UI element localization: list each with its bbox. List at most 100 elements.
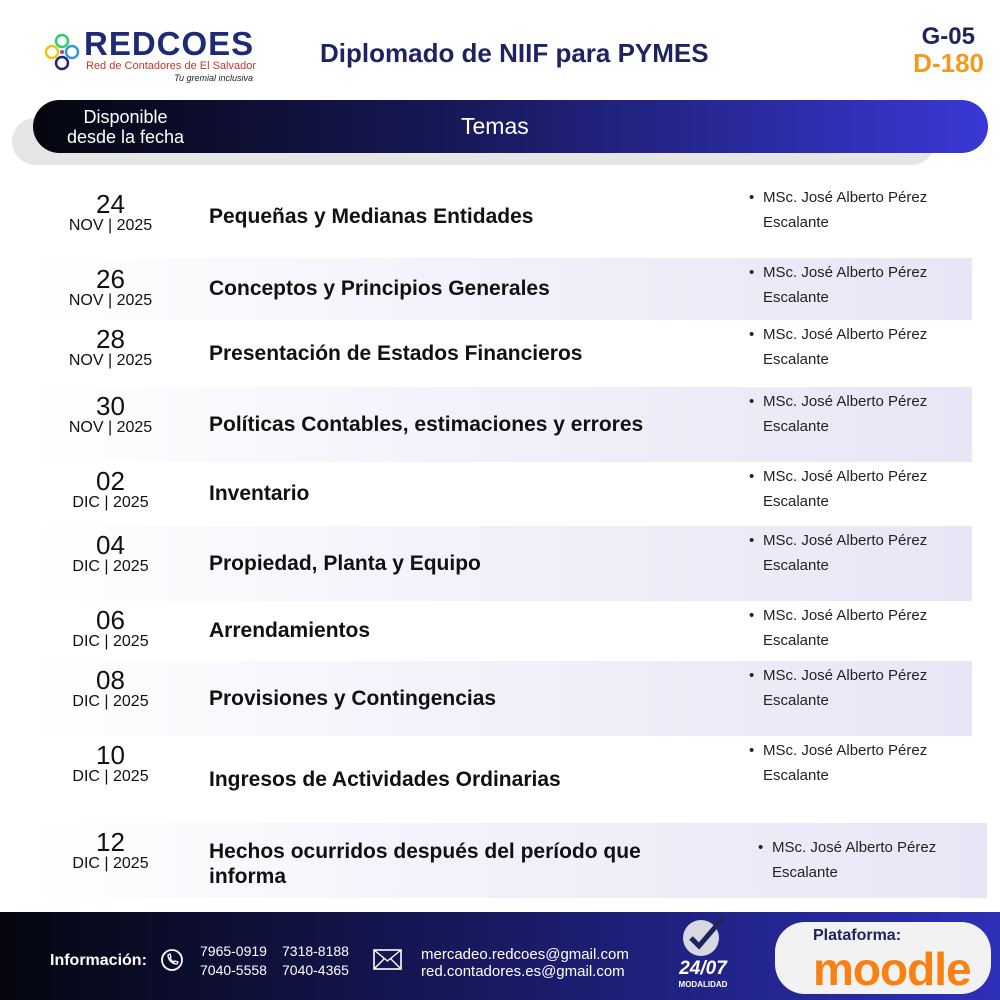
row-date: 26 NOV | 2025 [58,266,163,310]
row-topic: Propiedad, Planta y Equipo [209,551,481,575]
table-row: 10 DIC | 2025 Ingresos de Actividades Ord… [28,736,972,823]
column-header-date: Disponible desde la fecha [66,107,185,147]
modality-label: MODALIDAD [678,980,728,989]
row-day: 30 [96,391,125,421]
instructor-name: MSc. José Alberto Pérez Escalante [763,532,928,574]
row-instructor: • MSc. José Alberto Pérez Escalante [749,663,963,713]
table-row: 26 NOV | 2025 Conceptos y Principios Gene… [28,258,972,320]
instructor-name: MSc. José Alberto Pérez Escalante [772,839,937,881]
table-row: 28 NOV | 2025 Presentación de Estados Fin… [28,320,972,387]
table-row: 04 DIC | 2025 Propiedad, Planta y Equipo … [28,526,972,601]
row-topic: Políticas Contables, estimaciones y erro… [209,412,644,436]
row-day: 02 [96,466,125,496]
bullet-icon: • [749,326,755,343]
instructor-name: MSc. José Alberto Pérez Escalante [763,607,928,649]
row-day: 24 [96,189,125,219]
row-topic: Arrendamientos [209,619,371,642]
row-date: 06 DIC | 2025 [58,607,163,651]
row-month-year: DIC | 2025 [72,494,149,511]
table-row: 12 DIC | 2025 Hechos ocurridos después de… [28,823,987,898]
row-instructor: • MSc. José Alberto Pérez Escalante [749,389,963,439]
row-topic: Pequeñas y Medianas Entidades [209,205,534,228]
table-row: 02 DIC | 2025 Inventario • MSc. José Alber… [28,462,972,526]
logo-subtitle: Red de Contadores de El Salvador [86,60,256,72]
footer: Información: 7965-0919 7318-8188 7040-55… [0,912,1000,1000]
row-month-year: DIC | 2025 [72,855,149,872]
instructor-name: MSc. José Alberto Pérez Escalante [763,264,928,306]
instructor-name: MSc. José Alberto Pérez Escalante [763,326,928,368]
modality-value: 24/07 [679,958,727,979]
row-topic: Provisiones y Contingencias [209,686,497,710]
instructor-name: MSc. José Alberto Pérez Escalante [763,742,928,784]
row-month-year: DIC | 2025 [72,693,149,710]
whatsapp-icon [161,949,183,971]
speedometer-check-icon [683,916,725,956]
redcoes-logo: REDCOES Red de Contadores de El Salvador… [42,25,257,86]
envelope-icon [373,949,402,970]
row-month-year: NOV | 2025 [68,419,153,436]
bullet-icon: • [749,468,755,485]
instructor-name: MSc. José Alberto Pérez Escalante [763,189,928,231]
row-month-year: DIC | 2025 [72,768,149,785]
bullet-icon: • [749,264,755,281]
phone-number: 7965-0919 [200,943,267,959]
column-header-topics: Temas [461,113,529,139]
row-instructor: • MSc. José Alberto Pérez Escalante [749,464,963,514]
row-day: 26 [96,264,125,294]
row-date: 08 DIC | 2025 [58,667,163,711]
platform-label: Plataforma: [813,927,902,944]
row-topic: Inventario [209,482,310,505]
moodle-logo: moodle [813,943,972,995]
row-day: 10 [96,740,125,770]
row-instructor: • MSc. José Alberto Pérez Escalante [749,322,963,372]
instructor-name: MSc. José Alberto Pérez Escalante [763,393,928,435]
phone-number: 7040-4365 [282,962,349,978]
logo-tagline: Tu gremial inclusiva [174,73,253,83]
row-topic: Presentación de Estados Financieros [209,341,583,365]
row-day: 04 [96,530,125,560]
row-date: 10 DIC | 2025 [58,742,163,786]
modality-badge: 24/07 MODALIDAD [668,914,738,990]
table-row: 30 NOV | 2025 Políticas Contables, estima… [28,387,972,462]
row-day: 06 [96,605,125,635]
row-topic: Ingresos de Actividades Ordinarias [209,767,561,791]
table-row: 08 DIC | 2025 Provisiones y Contingencias… [28,661,972,736]
row-date: 24 NOV | 2025 [58,191,163,235]
row-day: 28 [96,324,125,354]
phone-number: 7318-8188 [282,943,349,959]
row-date: 04 DIC | 2025 [58,532,163,576]
row-date: 02 DIC | 2025 [58,468,163,512]
bullet-icon: • [749,189,755,206]
email-address: red.contadores.es@gmail.com [421,963,625,980]
bullet-icon: • [758,839,764,856]
bullet-icon: • [749,393,755,410]
row-instructor: • MSc. José Alberto Pérez Escalante [749,528,963,578]
row-instructor: • MSc. José Alberto Pérez Escalante [758,835,972,885]
row-topic: Conceptos y Principios Generales [209,277,550,300]
bullet-icon: • [749,667,755,684]
row-date: 30 NOV | 2025 [58,393,163,437]
row-month-year: NOV | 2025 [68,352,153,369]
row-month-year: NOV | 2025 [68,217,153,234]
row-instructor: • MSc. José Alberto Pérez Escalante [749,603,963,653]
email-list: mercadeo.redcoes@gmail.com red.contadore… [421,946,629,980]
table-row: 24 NOV | 2025 Pequeñas y Medianas Entidad… [28,183,972,251]
phone-number: 7040-5558 [200,962,267,978]
instructor-name: MSc. José Alberto Pérez Escalante [763,468,928,510]
logo-brand: REDCOES [84,25,255,62]
diploma-code: D-180 [913,48,984,78]
bullet-icon: • [749,742,755,759]
row-date: 28 NOV | 2025 [58,326,163,370]
row-date: 12 DIC | 2025 [58,829,163,873]
row-month-year: DIC | 2025 [72,633,149,650]
row-instructor: • MSc. José Alberto Pérez Escalante [749,260,963,310]
table-row: 06 DIC | 2025 Arrendamientos • MSc. José A… [28,601,972,661]
group-code: G-05 [921,23,975,50]
page-title: Diplomado de NIIF para PYMES [320,38,709,68]
bullet-icon: • [749,607,755,624]
row-instructor: • MSc. José Alberto Pérez Escalante [749,185,963,235]
row-topic: Hechos ocurridos después del período que… [209,840,641,888]
email-address: mercadeo.redcoes@gmail.com [421,946,629,963]
platform-badge: Plataforma: moodle [775,922,991,994]
instructor-name: MSc. José Alberto Pérez Escalante [763,667,928,709]
